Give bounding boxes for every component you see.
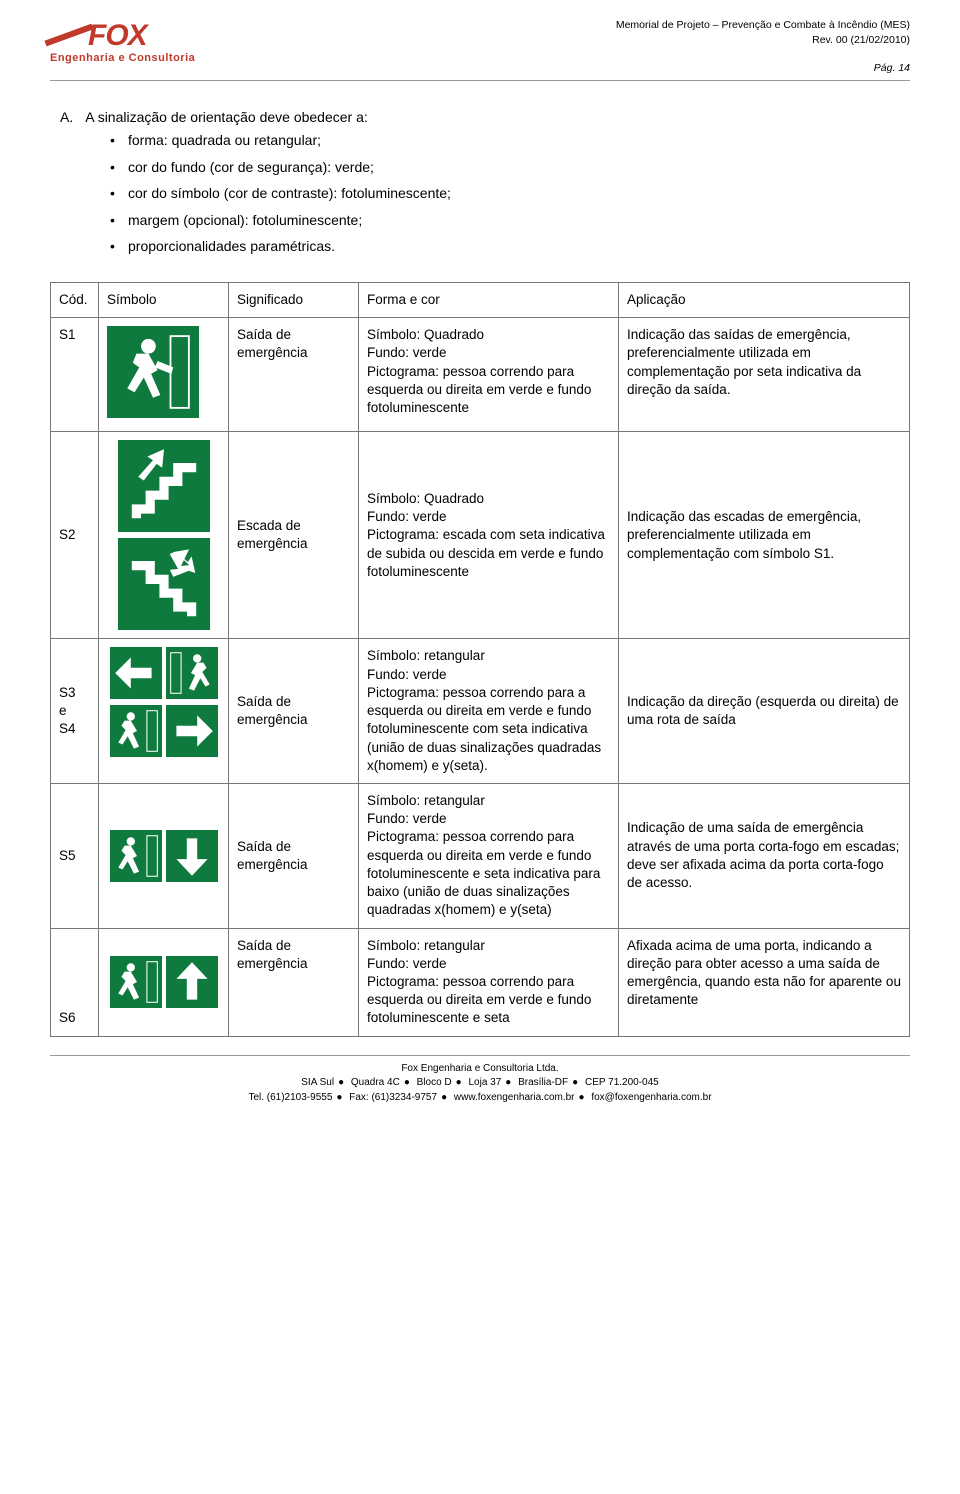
running-man-icon	[110, 956, 162, 1008]
page-footer: Fox Engenharia e Consultoria Ltda. SIA S…	[50, 1062, 910, 1106]
cell-aplicacao: Afixada acima de uma porta, indicando a …	[619, 928, 910, 1036]
table-row: S2	[51, 432, 910, 639]
cell-aplicacao: Indicação de uma saída de emergência atr…	[619, 784, 910, 929]
cell-forma: Símbolo: retangular Fundo: verde Pictogr…	[359, 784, 619, 929]
list-item: proporcionalidades paramétricas.	[110, 233, 910, 260]
footer-company: Fox Engenharia e Consultoria Ltda.	[50, 1062, 910, 1077]
cell-symbol	[99, 784, 229, 929]
table-row: S5 Saída de emergência Símbolo: retangul…	[51, 784, 910, 929]
cell-significado: Escada de emergência	[229, 432, 359, 639]
logo-mark-icon	[50, 18, 86, 54]
th-aplicacao: Aplicação	[619, 283, 910, 318]
cell-cod: S6	[51, 928, 99, 1036]
cell-aplicacao: Indicação das escadas de emergência, pre…	[619, 432, 910, 639]
stairs-up-icon	[118, 440, 210, 532]
th-forma: Forma e cor	[359, 283, 619, 318]
table-row: S1 Saída de emergência Símbolo: Quadrado…	[51, 318, 910, 432]
arrow-up-icon	[166, 956, 218, 1008]
th-simbolo: Símbolo	[99, 283, 229, 318]
doc-title: Memorial de Projeto – Prevenção e Combat…	[616, 18, 910, 33]
cell-cod: S5	[51, 784, 99, 929]
running-man-right-icon	[110, 705, 162, 757]
cell-cod: S2	[51, 432, 99, 639]
section-title: A sinalização de orientação deve obedece…	[85, 109, 368, 125]
cell-aplicacao: Indicação das saídas de emergência, pref…	[619, 318, 910, 432]
exit-running-man-icon	[107, 326, 199, 418]
table-row: S3 e S4	[51, 639, 910, 784]
cell-symbol	[99, 639, 229, 784]
cell-cod: S3 e S4	[51, 639, 99, 784]
logo-text: FOX	[88, 19, 147, 53]
page-number: Pág. 14	[616, 61, 910, 76]
signage-table: Cód. Símbolo Significado Forma e cor Apl…	[50, 282, 910, 1037]
cell-cod: S1	[51, 318, 99, 432]
cell-symbol	[99, 432, 229, 639]
page-header: FOX Engenharia e Consultoria Memorial de…	[50, 18, 910, 76]
cell-symbol	[99, 318, 229, 432]
requirements-list: forma: quadrada ou retangular; cor do fu…	[50, 127, 910, 260]
list-item: margem (opcional): fotoluminescente;	[110, 207, 910, 234]
running-man-left-icon	[166, 647, 218, 699]
cell-forma: Símbolo: retangular Fundo: verde Pictogr…	[359, 928, 619, 1036]
arrow-down-icon	[166, 830, 218, 882]
th-cod: Cód.	[51, 283, 99, 318]
table-row: S6 Saída de emergência Símbolo: retangul…	[51, 928, 910, 1036]
arrow-left-icon	[110, 647, 162, 699]
list-item: forma: quadrada ou retangular;	[110, 127, 910, 154]
section-label: A.	[60, 109, 73, 125]
th-significado: Significado	[229, 283, 359, 318]
doc-revision: Rev. 00 (21/02/2010)	[616, 33, 910, 48]
stairs-down-icon	[118, 538, 210, 630]
running-man-icon	[110, 830, 162, 882]
cell-significado: Saída de emergência	[229, 639, 359, 784]
footer-contacts: Tel. (61)2103-9555● Fax: (61)3234-9757● …	[50, 1091, 910, 1106]
header-meta: Memorial de Projeto – Prevenção e Combat…	[616, 18, 910, 76]
header-rule	[50, 80, 910, 81]
table-header-row: Cód. Símbolo Significado Forma e cor Apl…	[51, 283, 910, 318]
cell-aplicacao: Indicação da direção (esquerda ou direit…	[619, 639, 910, 784]
cell-symbol	[99, 928, 229, 1036]
footer-rule	[50, 1055, 910, 1056]
list-item: cor do símbolo (cor de contraste): fotol…	[110, 180, 910, 207]
cell-significado: Saída de emergência	[229, 928, 359, 1036]
list-item: cor do fundo (cor de segurança): verde;	[110, 154, 910, 181]
cell-forma: Símbolo: Quadrado Fundo: verde Pictogram…	[359, 318, 619, 432]
cell-significado: Saída de emergência	[229, 318, 359, 432]
logo-block: FOX Engenharia e Consultoria	[50, 18, 195, 64]
cell-forma: Símbolo: retangular Fundo: verde Pictogr…	[359, 639, 619, 784]
cell-forma: Símbolo: Quadrado Fundo: verde Pictogram…	[359, 432, 619, 639]
arrow-right-icon	[166, 705, 218, 757]
footer-address: SIA Sul● Quadra 4C● Bloco D● Loja 37● Br…	[50, 1076, 910, 1091]
cell-significado: Saída de emergência	[229, 784, 359, 929]
